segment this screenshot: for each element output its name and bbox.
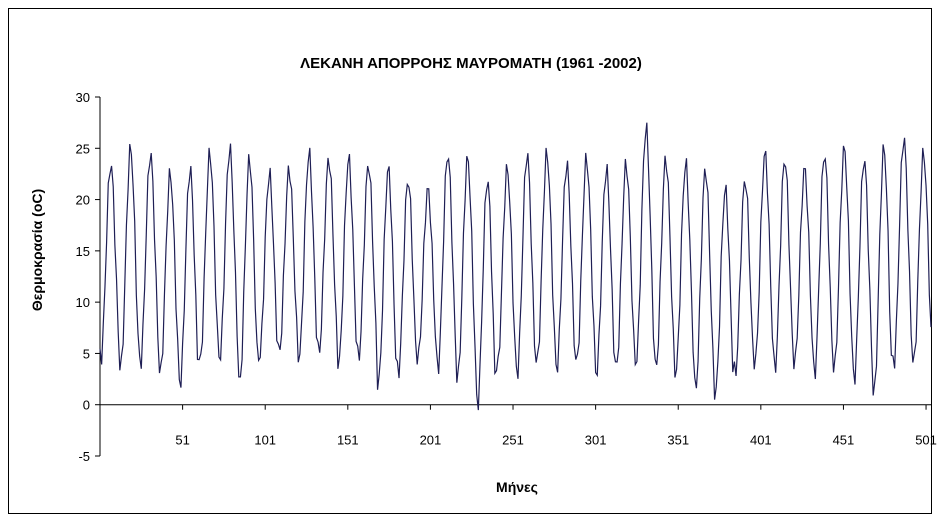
y-axis-title: Θερμοκρασία (oC): [29, 189, 45, 311]
axes: [99, 97, 931, 456]
x-tick-label: 451: [833, 433, 855, 448]
x-tick-label: 351: [667, 433, 689, 448]
series-line-temperature: [99, 122, 932, 411]
chart-frame: [8, 8, 932, 514]
x-tick-label: 201: [420, 433, 442, 448]
x-tick-label: 501: [915, 433, 937, 448]
y-tick-label: 25: [76, 141, 90, 156]
y-ticks: 30 25 20 15 10 5 0 -5: [76, 90, 100, 464]
y-tick-label: 0: [83, 398, 90, 413]
x-tick-label: 401: [750, 433, 772, 448]
x-tick-label: 151: [337, 433, 359, 448]
x-tick-label: 251: [502, 433, 524, 448]
x-axis-title: Μήνες: [496, 479, 538, 495]
x-tick-label: 51: [175, 433, 189, 448]
x-ticks: 51 101 151 201 251 301 351 401 451 501: [175, 404, 937, 448]
x-tick-label: 301: [585, 433, 607, 448]
x-tick-label: 101: [254, 433, 276, 448]
y-tick-label: 10: [76, 295, 90, 310]
chart-title: ΛΕΚΑΝΗ ΑΠΟΡΡΟΗΣ ΜΑΥΡΟΜΑΤΗ (1961 -2002): [300, 55, 642, 72]
y-tick-label: 15: [76, 244, 90, 259]
y-tick-label: -5: [78, 449, 90, 464]
y-tick-label: 5: [83, 346, 90, 361]
y-tick-label: 30: [76, 90, 90, 105]
y-tick-label: 20: [76, 193, 90, 208]
